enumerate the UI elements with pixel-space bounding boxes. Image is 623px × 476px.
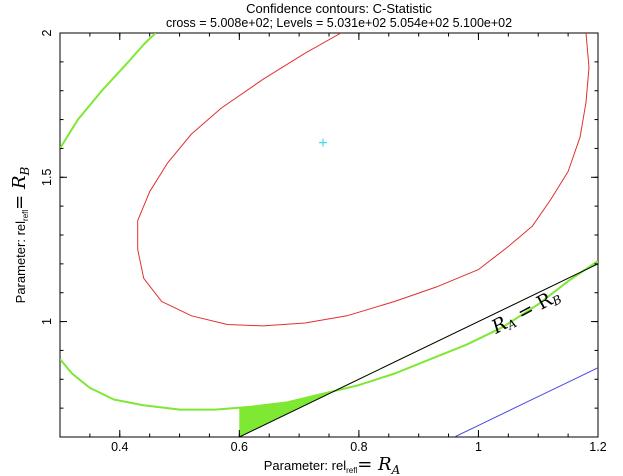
plot-frame <box>59 32 599 438</box>
x-tick-label: 1.2 <box>589 440 606 454</box>
y-tick-label: 2 <box>40 29 54 36</box>
contour-line <box>60 260 598 411</box>
x-tick-label: 1 <box>475 440 482 454</box>
best-fit-cross-layer <box>319 138 328 147</box>
x-axis-label-prefix: Parameter: rel <box>264 458 346 473</box>
x-tick-label: 0.4 <box>111 440 128 454</box>
contour-line <box>137 33 590 327</box>
x-axis-label-math: = R <box>357 454 391 475</box>
chart-subtitle: cross = 5.008e+02; Levels = 5.031e+02 5.… <box>166 16 512 30</box>
chart-title: Confidence contours: C-Statistic <box>246 1 432 16</box>
y-tick-label: 1.5 <box>40 169 54 186</box>
contour-line <box>454 367 598 437</box>
y-axis-label-sub: refl <box>21 210 30 221</box>
contour-line <box>60 33 157 149</box>
axis-ticks-layer: 0.4 0.6 0.8 1 1.2 1 1.5 2 <box>40 29 607 454</box>
x-axis-label: Parameter: relrefl= RA <box>264 454 401 476</box>
y-tick-label: 1 <box>40 318 54 325</box>
x-axis-label-sub: refl <box>346 466 357 475</box>
label-eq: = R <box>508 288 556 328</box>
x-axis-label-math-sub: A <box>391 463 401 476</box>
equality-line <box>239 263 598 437</box>
x-tick-label: 0.8 <box>350 440 367 454</box>
y-axis-label-prefix: Parameter: rel <box>13 221 28 303</box>
y-axis-label-math-sub: B <box>18 166 32 176</box>
contour-series-layer <box>60 33 598 437</box>
equality-line-layer <box>239 263 598 437</box>
x-tick-label: 0.6 <box>231 440 248 454</box>
svg-text:Parameter: relrefl= RB: Parameter: relrefl= RB <box>9 166 32 303</box>
y-axis-label-math: = R <box>9 175 30 209</box>
y-axis-label: Parameter: relrefl= RB <box>9 166 32 303</box>
